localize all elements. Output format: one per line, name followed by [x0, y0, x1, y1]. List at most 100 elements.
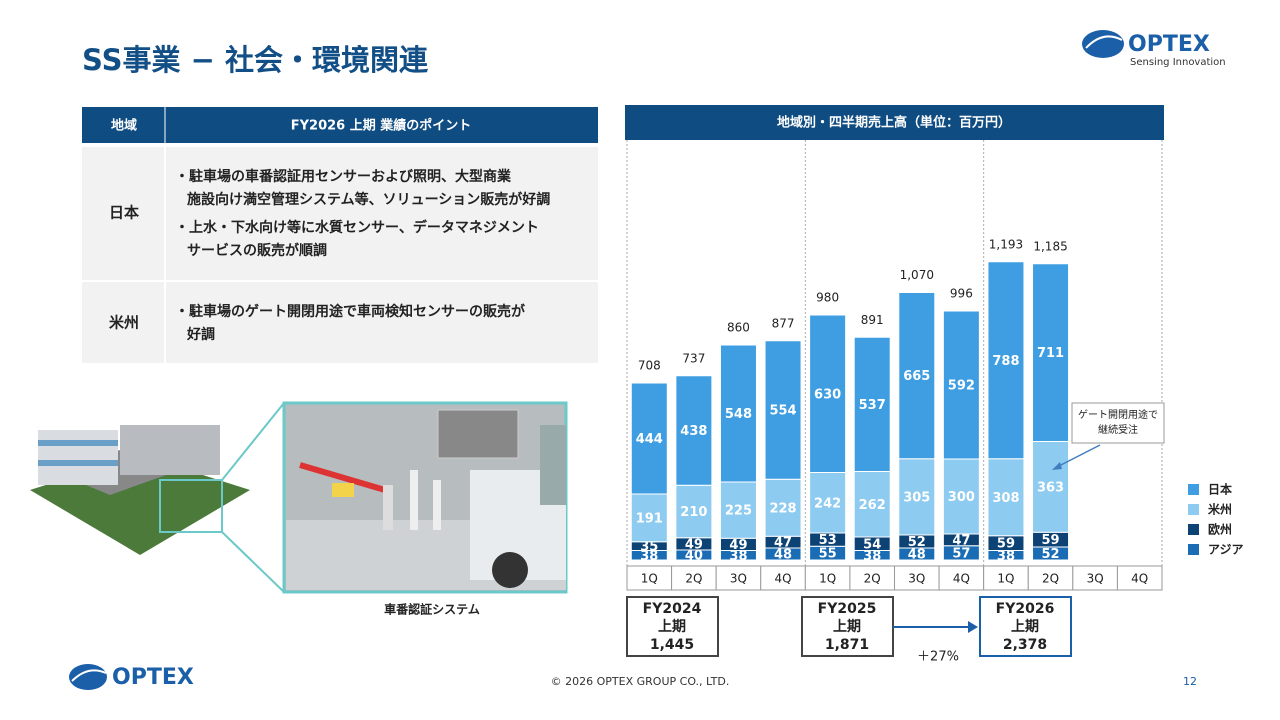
segment-label: 444: [636, 432, 663, 447]
bar-segment: [1032, 263, 1070, 442]
segment-label: 48: [908, 548, 926, 563]
x-tick-label: 1Q: [997, 572, 1014, 586]
bar-segment: [719, 481, 757, 539]
total-label: 877: [772, 316, 795, 330]
x-tick-label: 1Q: [819, 572, 836, 586]
region: 日本: [109, 204, 139, 222]
segment-label: 438: [680, 424, 707, 439]
bar-segment: [898, 458, 936, 536]
period-half: 上期: [1011, 619, 1039, 635]
segment-label: 308: [992, 491, 1019, 506]
arrow-head: [1052, 462, 1062, 470]
legend-swatch: [1188, 504, 1199, 515]
logo: OPTEX Sensing Innovation: [1082, 30, 1226, 68]
total-label: 737: [682, 351, 705, 365]
total-label: 1,070: [900, 268, 934, 282]
bullet-line: ・上水・下水向け等に水質センサー、データマネジメント: [175, 219, 539, 236]
bar-segment: [764, 340, 802, 480]
bar-segment: [1032, 441, 1070, 533]
total-label: 996: [950, 287, 973, 301]
bar-segment: [987, 261, 1025, 460]
x-tick-label: 2Q: [685, 572, 702, 586]
category-cell: [760, 565, 806, 591]
x-tick-label: 2Q: [864, 572, 881, 586]
bullet-line: サービスの販売が順調: [187, 242, 327, 259]
period-name: FY2025: [818, 601, 877, 617]
segment-label: 537: [859, 398, 886, 413]
bar-segment: [675, 375, 713, 486]
period-value: 1,445: [650, 637, 694, 653]
category-cell: [1072, 565, 1118, 591]
bar-segment: [853, 336, 891, 472]
bar-segment: [719, 344, 757, 483]
photo: [30, 401, 568, 594]
table-head: FY2026 上期 業績のポイント: [291, 118, 472, 134]
x-tick-label: 4Q: [953, 572, 970, 586]
segment-label: 554: [769, 404, 796, 419]
bar-segment: [675, 484, 713, 539]
segment-label: 59: [1041, 533, 1059, 548]
segment-label: 711: [1037, 346, 1064, 361]
legend-swatch: [1188, 544, 1199, 555]
segment-label: 262: [859, 498, 886, 513]
bar-segment: [764, 478, 802, 537]
segment-label: 48: [774, 548, 792, 563]
category-cell: [983, 565, 1029, 591]
x-tick-label: 4Q: [1131, 572, 1148, 586]
segment-label: 300: [948, 490, 975, 505]
chart-title-bar: [625, 105, 1164, 140]
legend-label: アジア: [1208, 543, 1244, 557]
bullet-line: ・駐車場の車番認証用センサーおよび照明、大型商業: [175, 168, 512, 185]
total-label: 980: [816, 291, 839, 305]
segment-label: 592: [948, 379, 975, 394]
x-tick-label: 3Q: [908, 572, 925, 586]
table-header: [82, 107, 598, 143]
bullet-line: 好調: [186, 326, 215, 343]
segment-label: 47: [952, 533, 970, 548]
bar-segment: [898, 292, 936, 460]
segment-label: 49: [685, 537, 703, 552]
x-tick-label: 3Q: [1087, 572, 1104, 586]
total-label: 708: [638, 359, 661, 373]
page-number: 12: [1183, 675, 1197, 688]
bar-segment: [630, 382, 668, 495]
category-cell: [938, 565, 985, 591]
chart-title: 地域別・四半期売上高（単位：百万円）: [777, 115, 1011, 131]
period-box: [979, 596, 1072, 657]
arrow-head: [968, 621, 978, 633]
total-label: 860: [727, 321, 750, 335]
period-name: FY2026: [996, 601, 1055, 617]
annotation: ゲート開閉用途で: [1078, 408, 1158, 421]
legend-label: 米州: [1208, 502, 1232, 517]
annotation-box: [1071, 402, 1165, 444]
bar-segment: [942, 458, 980, 535]
total-label: 1,185: [1033, 239, 1067, 253]
segment-label: 548: [725, 407, 752, 422]
table-row: [82, 147, 598, 280]
segment-label: 59: [997, 537, 1015, 552]
segment-label: 38: [640, 549, 658, 564]
category-cell: [1027, 565, 1074, 591]
x-tick-label: 3Q: [730, 572, 747, 586]
image-caption: 車番認証システム: [384, 602, 480, 617]
category-cell: [804, 565, 851, 591]
bar-segment: [942, 310, 980, 460]
annotation: 継続受注: [1098, 423, 1138, 436]
logo-text: OPTEX: [1128, 32, 1210, 57]
period-value: 1,871: [825, 637, 869, 653]
segment-label: 305: [903, 490, 930, 505]
table-row: [82, 282, 598, 363]
bullet-line: 施設向け満空管理システム等、ソリューション販売が好調: [187, 191, 550, 208]
segment-label: 225: [725, 504, 752, 519]
segment-label: 47: [774, 536, 792, 551]
segment-label: 38: [863, 549, 881, 564]
x-tick-label: 2Q: [1042, 572, 1059, 586]
bullet-line: ・駐車場のゲート開閉用途で車両検知センサーの販売が: [175, 303, 526, 320]
footer-logo-text: OPTEX: [112, 665, 194, 690]
legend-swatch: [1188, 524, 1199, 535]
total-label: 1,193: [989, 237, 1023, 251]
legend-label: 日本: [1208, 482, 1232, 497]
period-box: [626, 596, 719, 657]
region: 米州: [109, 314, 139, 332]
